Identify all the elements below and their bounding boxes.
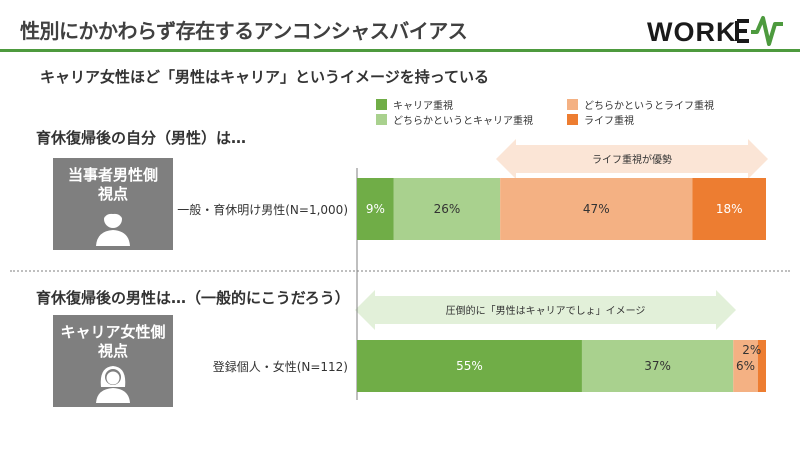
persona-label: 当事者男性側 視点: [53, 166, 173, 204]
persona-label-line2: 視点: [97, 342, 128, 360]
data-label: 9%: [366, 202, 385, 216]
data-label: 47%: [583, 202, 610, 216]
legend-swatch: [567, 114, 578, 125]
double-arrow: [355, 290, 736, 330]
legend-swatch: [376, 99, 387, 110]
legend-label: ライフ重視: [584, 116, 634, 127]
data-label: 18%: [716, 202, 743, 216]
persona-card-female: キャリア女性側 視点: [53, 315, 173, 407]
persona-label-line1: キャリア女性側: [60, 323, 166, 341]
male-user-icon: [96, 209, 130, 246]
legend-swatch: [376, 114, 387, 125]
data-label: 6%: [736, 359, 755, 373]
data-label: 26%: [434, 202, 461, 216]
data-label: 2%: [742, 343, 761, 357]
bar-segment: [733, 340, 758, 392]
data-label: 37%: [644, 359, 671, 373]
persona-card-male: 当事者男性側 視点: [53, 158, 173, 250]
category-label-female: 登録個人・女性(N=112): [212, 360, 348, 374]
persona-label-line2: 視点: [97, 185, 128, 203]
legend-label: どちらかというとキャリア重視: [393, 116, 533, 127]
bar-segment: [692, 178, 766, 240]
category-label-male: 一般・育休明け男性(N=1,000): [177, 203, 348, 217]
bar-segment: [757, 340, 766, 392]
section-divider: [10, 270, 790, 272]
bar-segment: [500, 178, 693, 240]
bar-segment: [581, 340, 734, 392]
bar-segment: [357, 340, 582, 392]
persona-label-line1: 当事者男性側: [67, 166, 158, 184]
legend-label: キャリア重視: [393, 101, 453, 112]
page-title: 性別にかかわらず存在するアンコンシャスバイアス: [20, 19, 468, 43]
bar-segment: [393, 178, 501, 240]
data-label: 55%: [456, 359, 483, 373]
legend-swatch: [567, 99, 578, 110]
title-rule: [0, 49, 800, 52]
double-arrow: [496, 139, 768, 179]
legend-item-career: キャリア重視: [376, 97, 453, 112]
persona-label: キャリア女性側 視点: [53, 323, 173, 361]
logo-text: WORK: [647, 17, 736, 47]
subtitle: キャリア女性ほど「男性はキャリア」というイメージを持っている: [40, 68, 489, 86]
legend-item-lean-life: どちらかというとライフ重視: [567, 97, 714, 112]
legend-item-lean-career: どちらかというとキャリア重視: [376, 112, 533, 127]
workex-logo: WORK: [647, 16, 783, 47]
arrow-label: ライフ重視が優勢: [592, 153, 672, 166]
section-heading-general: 育休復帰後の男性は…（一般的にこうだろう）: [36, 289, 350, 307]
arrow-label: 圧倒的に「男性はキャリアでしょ」イメージ: [446, 304, 646, 317]
legend-item-life: ライフ重視: [567, 112, 634, 127]
female-user-icon: [96, 366, 130, 403]
section-heading-self: 育休復帰後の自分（男性）は…: [36, 129, 247, 147]
legend-label: どちらかというとライフ重視: [584, 101, 714, 112]
bar-segment: [357, 178, 394, 240]
